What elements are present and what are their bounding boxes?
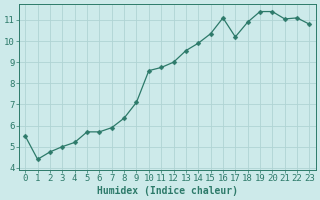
X-axis label: Humidex (Indice chaleur): Humidex (Indice chaleur) <box>97 186 238 196</box>
